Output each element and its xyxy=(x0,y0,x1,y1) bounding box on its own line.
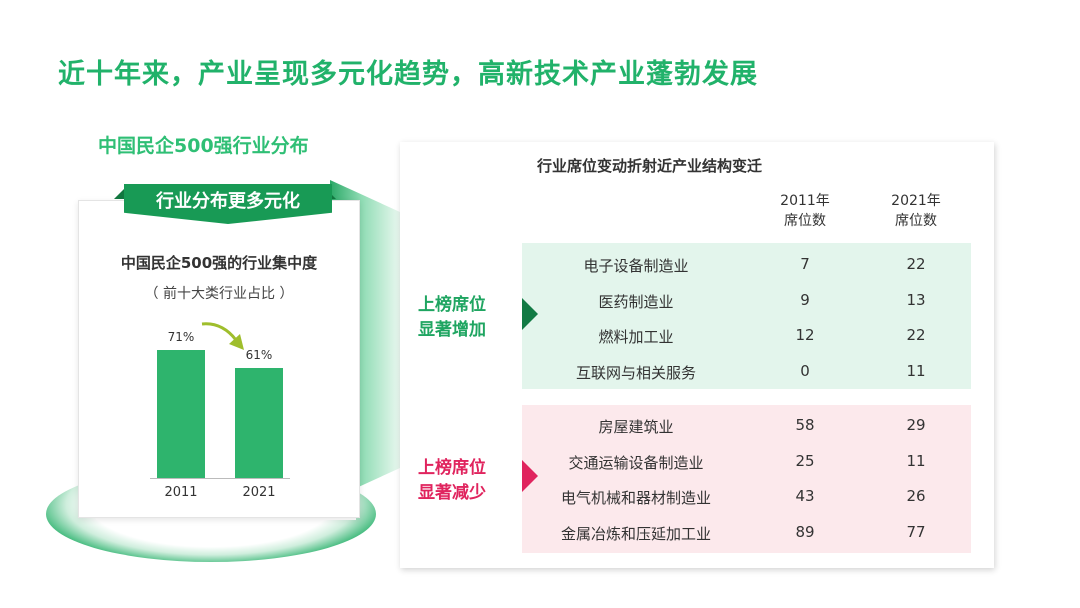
page-headline: 近十年来，产业呈现多元化趋势，高新技术产业蓬勃发展 xyxy=(58,59,758,90)
chart-baseline xyxy=(150,478,290,479)
decrease-band xyxy=(522,405,971,553)
increase-seats-2011: 12 xyxy=(795,326,815,344)
column-header-2011: 2011年 席位数 xyxy=(780,193,830,229)
decrease-seats-2011: 89 xyxy=(795,522,815,541)
bar-2021 xyxy=(235,368,283,478)
bar-value-label: 71% xyxy=(167,330,195,345)
increase-industry-name: 互联网与相关服务 xyxy=(575,363,696,382)
increase-industry-name: 燃料加工业 xyxy=(598,328,674,346)
concentration-card xyxy=(78,200,360,518)
increase-pointer-icon xyxy=(522,298,538,330)
decrease-pointer-icon xyxy=(522,460,538,492)
bar-value-label: 61% xyxy=(245,348,273,363)
increase-seats-2021: 11 xyxy=(906,361,926,380)
increase-industry-name: 电子设备制造业 xyxy=(583,257,689,275)
decrease-industry-name: 房屋建筑业 xyxy=(598,418,674,436)
increase-seats-2011: 7 xyxy=(800,255,810,273)
decrease-seats-2011: 43 xyxy=(795,487,815,505)
decrease-seats-2021: 29 xyxy=(906,416,926,434)
increase-seats-2011: 9 xyxy=(800,290,810,309)
increase-industry-name: 医药制造业 xyxy=(598,292,674,311)
increase-seats-2021: 22 xyxy=(906,255,926,273)
decrease-seats-2021: 11 xyxy=(906,451,926,470)
decrease-seats-2021: 26 xyxy=(906,487,926,505)
decrease-label: 上榜席位 显著减少 xyxy=(418,458,486,503)
x-tick-label: 2021 xyxy=(242,485,276,500)
decrease-arrow-icon xyxy=(201,322,244,350)
x-tick-label: 2011 xyxy=(164,485,198,500)
decrease-seats-2011: 25 xyxy=(795,451,815,470)
bar-2011 xyxy=(157,350,205,478)
increase-seats-2021: 22 xyxy=(906,326,926,344)
decrease-industry-name: 电气机械和器材制造业 xyxy=(560,489,711,507)
chart-subtitle: （ 前十大类行业占比 ） xyxy=(144,286,294,302)
increase-seats-2021: 13 xyxy=(906,290,926,309)
column-header-2021: 2021年 席位数 xyxy=(891,193,941,229)
decrease-industry-name: 金属冶炼和压延加工业 xyxy=(560,524,711,543)
increase-seats-2011: 0 xyxy=(800,361,810,380)
decrease-industry-name: 交通运输设备制造业 xyxy=(568,453,704,472)
decrease-seats-2011: 58 xyxy=(795,416,815,434)
chart-title: 中国民企500强的行业集中度 xyxy=(120,254,318,272)
increase-band xyxy=(522,243,971,389)
increase-label: 上榜席位 显著增加 xyxy=(418,295,486,340)
panel-title: 行业席位变动折射近产业结构变迁 xyxy=(537,157,763,175)
section-subhead: 中国民企500强行业分布 xyxy=(98,135,309,157)
decrease-seats-2021: 77 xyxy=(906,522,926,541)
